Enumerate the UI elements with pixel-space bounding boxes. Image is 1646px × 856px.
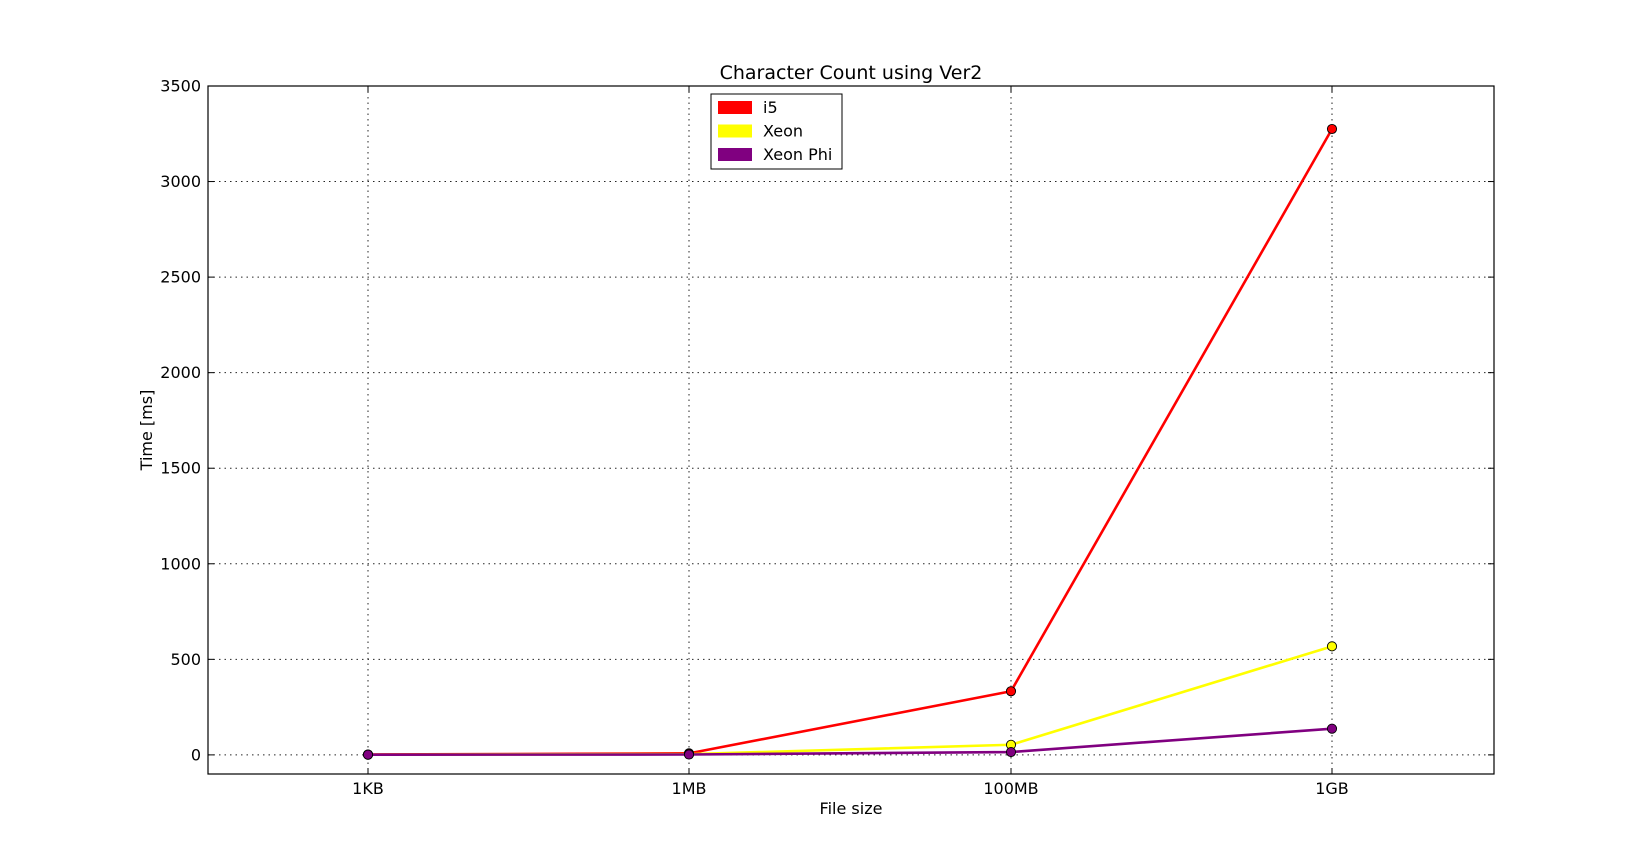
y-tick-label: 2500 — [160, 268, 201, 287]
chart-title: Character Count using Ver2 — [720, 62, 983, 84]
y-tick-label: 1500 — [160, 459, 201, 478]
y-tick-label: 1000 — [160, 554, 201, 573]
x-tick-label: 1MB — [672, 779, 707, 798]
y-tick-label: 3500 — [160, 77, 201, 96]
x-tick-label: 1GB — [1315, 779, 1349, 798]
x-tick-label: 100MB — [983, 779, 1038, 798]
y-tick-label: 0 — [191, 745, 201, 764]
legend-swatch — [718, 124, 752, 138]
y-tick-label: 3000 — [160, 172, 201, 191]
data-point — [1005, 746, 1017, 758]
y-tick-label: 500 — [170, 650, 201, 669]
legend-label: Xeon Phi — [763, 145, 832, 164]
y-tick-label: 2000 — [160, 363, 201, 382]
series-layer — [362, 123, 1338, 760]
legend: i5 Xeon Xeon Phi — [710, 93, 843, 170]
x-tick-label: 1KB — [352, 779, 384, 798]
data-point — [1005, 686, 1017, 697]
legend-label: i5 — [763, 98, 778, 117]
legend-swatch — [718, 101, 752, 114]
x-axis-label: File size — [820, 799, 883, 818]
legend-label: Xeon — [763, 122, 803, 141]
data-point — [362, 749, 374, 760]
data-point — [1326, 123, 1338, 135]
data-point — [1326, 723, 1338, 734]
series-line — [367, 727, 1333, 756]
series-line — [367, 128, 1334, 756]
plot-area-frame — [207, 85, 1495, 775]
data-point — [1326, 641, 1338, 652]
data-point — [683, 749, 695, 760]
axis-ticks: 0 500 1000 1500 2000 2500 3000 3500 1KB 1MB 100MB 1… — [160, 77, 1494, 798]
y-axis-label: Time [ms] — [137, 390, 156, 472]
grid — [208, 85, 1494, 774]
legend-entries: i5 Xeon Xeon Phi — [718, 98, 832, 164]
legend-swatch — [718, 148, 752, 161]
